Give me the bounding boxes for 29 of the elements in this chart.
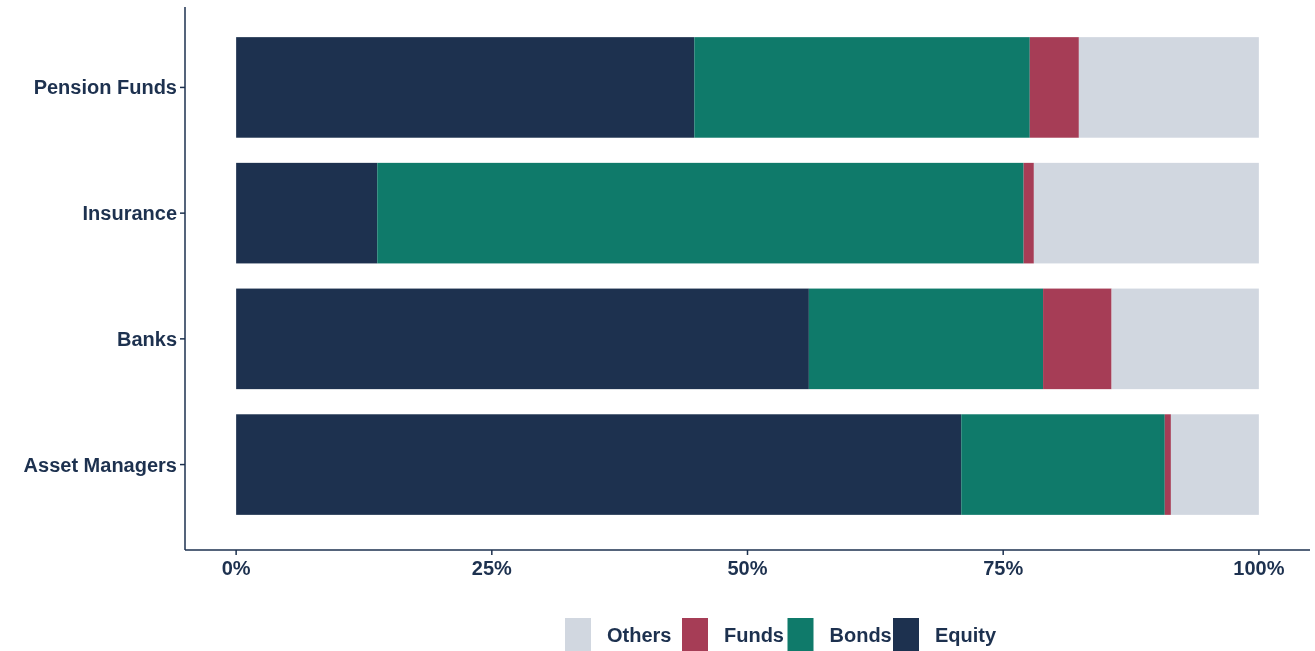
legend-label: Others [607,624,672,646]
y-tick-label: Insurance [82,202,177,225]
y-tick-label: Pension Funds [33,76,177,99]
y-tick-label: Asset Managers [23,453,177,476]
bar [236,414,962,515]
x-tick-label: 25% [471,557,513,579]
bar [1170,414,1259,515]
legend-label: Equity [935,624,997,646]
legend-label: Bonds [829,624,892,646]
bar [1111,288,1259,390]
legend-label: Funds [724,624,784,646]
bar [1023,162,1034,264]
bar [236,37,695,138]
x-tick-label: 100% [1233,557,1285,579]
x-tick-label: 0% [221,557,251,579]
bar [1029,37,1079,138]
bar [808,288,1044,390]
bar [961,414,1165,515]
bar [694,37,1030,138]
x-tick-label: 75% [983,557,1024,579]
bar [1033,162,1259,264]
bar [1078,37,1259,138]
x-tick-label: 50% [727,557,768,579]
bar [377,162,1024,264]
bar [1164,414,1171,515]
bar [236,162,378,264]
y-tick-label: Banks [116,327,177,350]
bar [1043,288,1112,390]
bar [236,288,809,390]
